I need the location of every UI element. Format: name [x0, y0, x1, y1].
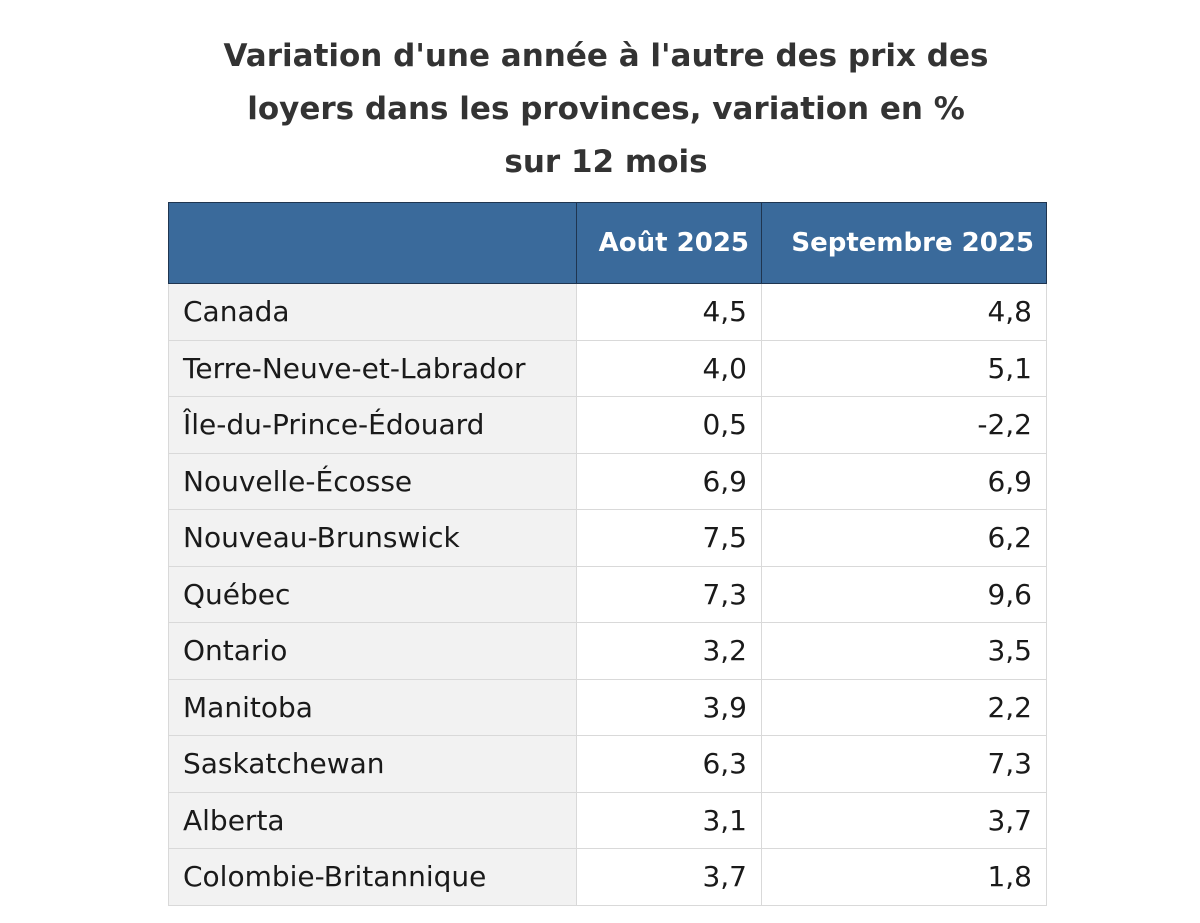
table-row: Canada 4,5 4,8 [168, 283, 1047, 341]
august-2025-value-cell: 6,9 [576, 452, 762, 510]
region-name-cell: Île-du-Prince-Édouard [168, 396, 577, 454]
august-2025-value-cell: 4,5 [576, 283, 762, 341]
table-row: Québec 7,3 9,6 [168, 565, 1047, 623]
august-2025-value-cell: 3,9 [576, 678, 762, 736]
region-name-cell: Canada [168, 283, 577, 341]
september-2025-value-cell: 3,5 [761, 622, 1047, 680]
region-name-cell: Québec [168, 565, 577, 623]
september-2025-value-cell: -2,2 [761, 396, 1047, 454]
september-2025-value-cell: 3,7 [761, 791, 1047, 849]
region-name-cell: Alberta [168, 791, 577, 849]
chart-title: Variation d'une année à l'autre des prix… [150, 30, 1062, 189]
table-row: Nouvelle-Écosse 6,9 6,9 [168, 452, 1047, 510]
august-2025-value-cell: 6,3 [576, 735, 762, 793]
table-row: Île-du-Prince-Édouard 0,5 -2,2 [168, 396, 1047, 454]
august-2025-value-cell: 3,7 [576, 848, 762, 906]
region-name-cell: Manitoba [168, 678, 577, 736]
header-august-2025: Août 2025 [576, 202, 762, 284]
table-row: Alberta 3,1 3,7 [168, 791, 1047, 849]
august-2025-value-cell: 3,1 [576, 791, 762, 849]
september-2025-value-cell: 6,2 [761, 509, 1047, 567]
september-2025-value-cell: 6,9 [761, 452, 1047, 510]
september-2025-value-cell: 5,1 [761, 339, 1047, 397]
chart-title-line-1: Variation d'une année à l'autre des prix… [223, 38, 989, 74]
august-2025-value-cell: 0,5 [576, 396, 762, 454]
region-name-cell: Saskatchewan [168, 735, 577, 793]
table-body: Canada 4,5 4,8 Terre-Neuve-et-Labrador 4,0 5,… [168, 283, 1047, 906]
august-2025-value-cell: 3,2 [576, 622, 762, 680]
region-name-cell: Ontario [168, 622, 577, 680]
table-header: Août 2025 Septembre 2025 [168, 202, 1047, 284]
september-2025-value-cell: 9,6 [761, 565, 1047, 623]
september-2025-value-cell: 2,2 [761, 678, 1047, 736]
table-row: Nouveau-Brunswick 7,5 6,2 [168, 509, 1047, 567]
region-name-cell: Nouvelle-Écosse [168, 452, 577, 510]
table-row: Terre-Neuve-et-Labrador 4,0 5,1 [168, 339, 1047, 397]
header-september-2025: Septembre 2025 [761, 202, 1047, 284]
september-2025-value-cell: 7,3 [761, 735, 1047, 793]
chart-title-line-2: loyers dans les provinces, variation en … [247, 91, 965, 127]
region-name-cell: Terre-Neuve-et-Labrador [168, 339, 577, 397]
header-corner-cell [168, 202, 577, 284]
header-row: Août 2025 Septembre 2025 [168, 202, 1047, 284]
september-2025-value-cell: 1,8 [761, 848, 1047, 906]
table-row: Ontario 3,2 3,5 [168, 622, 1047, 680]
september-2025-value-cell: 4,8 [761, 283, 1047, 341]
table-row: Saskatchewan 6,3 7,3 [168, 735, 1047, 793]
august-2025-value-cell: 7,3 [576, 565, 762, 623]
table-row: Colombie-Britannique 3,7 1,8 [168, 848, 1047, 906]
august-2025-value-cell: 4,0 [576, 339, 762, 397]
table-row: Manitoba 3,9 2,2 [168, 678, 1047, 736]
region-name-cell: Nouveau-Brunswick [168, 509, 577, 567]
august-2025-value-cell: 7,5 [576, 509, 762, 567]
rent-change-table: Août 2025 Septembre 2025 Canada 4,5 4,8 Ter… [168, 202, 1047, 906]
chart-title-line-3: sur 12 mois [504, 144, 708, 180]
region-name-cell: Colombie-Britannique [168, 848, 577, 906]
